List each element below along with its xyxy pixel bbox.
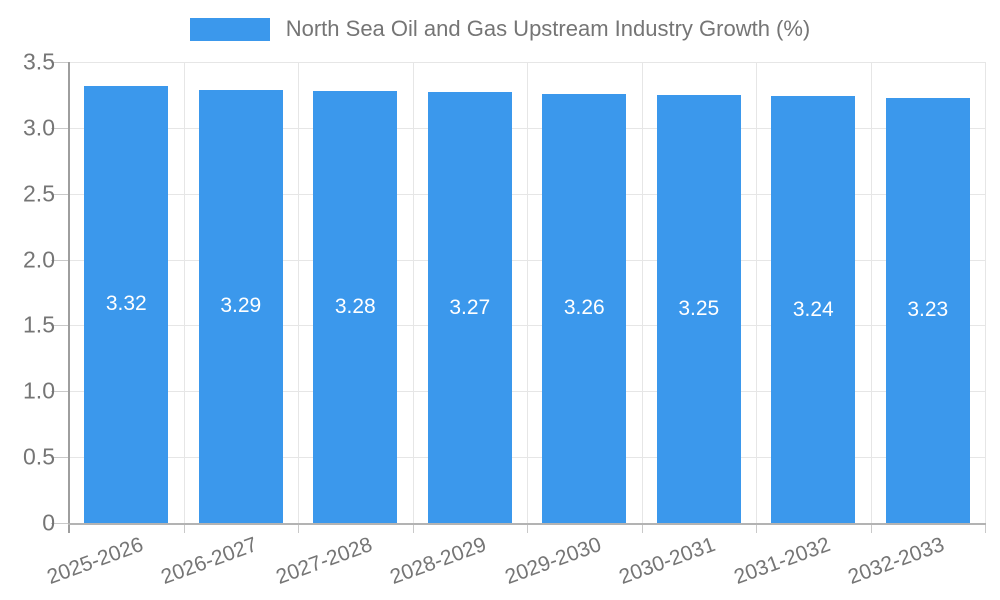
x-gridline [641, 62, 643, 523]
x-axis-label: 2032-2033 [845, 533, 948, 589]
legend-series-label: North Sea Oil and Gas Upstream Industry … [285, 16, 811, 41]
bar-value-label: 3.32 [105, 292, 147, 316]
x-axis-label: 2027-2028 [272, 533, 376, 589]
x-axis-tick [412, 523, 414, 533]
bar-2030-2031[interactable] [656, 94, 741, 523]
bar-value-label: 3.29 [220, 294, 262, 318]
x-axis-label: 2031-2032 [730, 533, 834, 589]
bar-value-label: 3.24 [792, 297, 834, 321]
x-gridline [298, 62, 299, 523]
x-axis-label: 2030-2031 [616, 533, 719, 589]
y-axis-label: 2.0 [23, 246, 55, 273]
y-axis-label: 2.5 [23, 180, 55, 207]
y-axis-tick [51, 523, 69, 524]
x-axis-label: 2026-2027 [158, 533, 261, 589]
y-axis-label: 3.5 [23, 48, 55, 75]
x-gridline [527, 62, 528, 523]
x-axis-label: 2029-2030 [501, 533, 605, 589]
bar-2027-2028[interactable] [313, 90, 398, 523]
y-axis-tick [51, 391, 69, 393]
y-axis-label: 3.0 [23, 114, 55, 141]
y-axis-tick [51, 127, 69, 129]
y-axis-tick [51, 259, 69, 261]
bar-2029-2030[interactable] [542, 93, 627, 523]
y-axis-tick [51, 457, 69, 459]
bar-value-label: 3.27 [449, 295, 491, 319]
y-axis-tick [51, 325, 69, 327]
y-axis-label: 0 [42, 509, 55, 536]
y-axis-label: 1.5 [23, 311, 55, 338]
y-axis-tick [51, 62, 69, 63]
bar-2025-2026[interactable] [84, 85, 169, 523]
x-gridline [870, 62, 872, 523]
x-axis-tick [641, 523, 643, 533]
bar-value-label: 3.26 [563, 296, 605, 320]
y-axis-label: 1.0 [23, 377, 55, 404]
bar-2032-2033[interactable] [885, 97, 970, 523]
bar-2031-2032[interactable] [771, 96, 856, 523]
legend-series-swatch [189, 17, 270, 41]
x-gridline [412, 62, 414, 523]
x-axis-label: 2025-2026 [43, 533, 147, 589]
chart-legend[interactable]: North Sea Oil and Gas Upstream Industry … [0, 16, 1000, 42]
x-axis-tick [298, 523, 299, 533]
y-axis-tick [51, 193, 69, 195]
bar-value-label: 3.25 [678, 296, 720, 320]
x-axis-tick [183, 523, 185, 533]
x-axis-tick [527, 523, 528, 533]
bar-2026-2027[interactable] [198, 89, 283, 523]
x-gridline [183, 62, 185, 523]
bar-value-label: 3.23 [907, 298, 949, 322]
bar-value-label: 3.28 [334, 294, 376, 318]
y-axis-label: 0.5 [23, 443, 55, 470]
x-axis-tick [756, 523, 757, 533]
x-axis-line [68, 523, 986, 525]
x-axis-label: 2028-2029 [387, 533, 490, 589]
x-axis-tick [870, 523, 872, 533]
y-axis-line [68, 62, 70, 533]
bar-2028-2029[interactable] [427, 92, 512, 523]
x-gridline [756, 62, 757, 523]
x-axis-tick [985, 523, 986, 533]
x-gridline [985, 62, 986, 523]
